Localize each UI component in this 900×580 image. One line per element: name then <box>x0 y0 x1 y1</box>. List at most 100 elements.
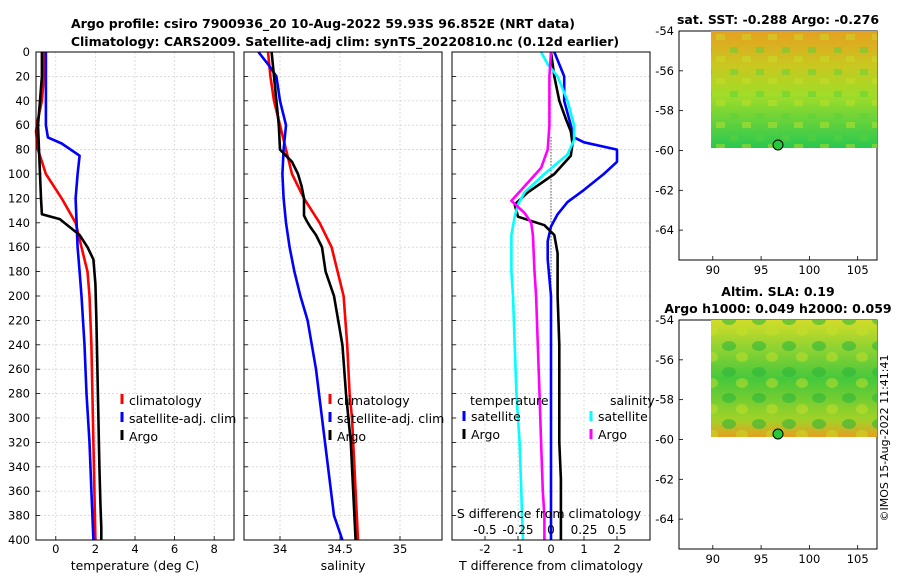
series-line-satellite-adj-clim <box>257 51 344 541</box>
sst-map-title: sat. SST: -0.288 Argo: -0.276 <box>677 12 879 27</box>
x-tick-label: 34 <box>273 542 288 556</box>
sla-field-texture <box>711 320 877 437</box>
plot-frame <box>243 51 443 541</box>
series-line-argo <box>270 51 357 541</box>
secondary-tick-label: -0.25 <box>502 523 533 537</box>
legend-label: Argo <box>129 429 158 444</box>
legend-label: satellite <box>471 409 521 424</box>
map-lon-label: 90 <box>705 552 720 566</box>
map-lat-label: -64 <box>655 512 674 526</box>
series-line-salinity-satellite <box>510 51 576 541</box>
map-lon-label: 95 <box>754 263 769 277</box>
plot-frame <box>451 51 651 541</box>
map-lon-label: 95 <box>754 552 769 566</box>
y-tick-label: 380 <box>8 509 30 523</box>
y-tick-label: 140 <box>8 216 30 230</box>
title-line1: Argo profile: csiro 7900936_20 10-Aug-20… <box>71 16 575 32</box>
map-lat-label: -56 <box>655 353 674 367</box>
series-line-salinity-argo <box>510 51 553 540</box>
y-tick-label: 200 <box>8 289 30 303</box>
sla-axes: -54 -56 -58 -60 -62 -64 90 95 100 105 <box>655 313 868 566</box>
legend-label: satellite-adj. clim <box>337 411 444 426</box>
y-tick-label: 220 <box>8 313 30 327</box>
x-tick-label: 0 <box>52 542 59 556</box>
title-line2: Climatology: CARS2009. Satellite-adj cli… <box>71 34 619 50</box>
legend-title-temperature: temperature <box>470 393 549 408</box>
plot-frame <box>35 51 235 541</box>
map-lat-label: -56 <box>655 64 674 78</box>
series-line-argo <box>36 52 103 540</box>
legend-title-salinity: salinity <box>610 393 655 408</box>
map-lat-label: -62 <box>655 183 674 197</box>
y-tick-label: 300 <box>8 411 30 425</box>
map-lon-label: 105 <box>847 552 869 566</box>
map-lat-label: -60 <box>655 432 674 446</box>
secondary-tick-label: 0.5 <box>607 523 626 537</box>
y-tick-label: 320 <box>8 435 30 449</box>
y-tick-label: 240 <box>8 338 30 352</box>
sst-profile-marker <box>772 139 784 151</box>
map-lat-label: -58 <box>655 393 674 407</box>
map-lat-label: -64 <box>655 223 674 237</box>
x-tick-label: -2 <box>479 542 490 556</box>
x-tick-label: 34.5 <box>327 542 353 556</box>
y-tick-label: 60 <box>15 118 30 132</box>
x-axis-label: salinity <box>321 558 366 573</box>
series-line-satellite-adj-clim <box>44 52 95 541</box>
map-lat-label: -60 <box>655 143 674 157</box>
map-lon-label: 100 <box>798 552 820 566</box>
y-tick-label: 40 <box>15 94 30 108</box>
y-tick-label: 360 <box>8 484 30 498</box>
sla-map-title-1: Altim. SLA: 0.19 <box>721 284 834 299</box>
sst-axes: -54 -56 -58 -60 -62 -64 90 95 100 105 <box>655 24 868 277</box>
y-tick-label: 260 <box>8 362 30 376</box>
x-tick-label: 0 <box>547 542 554 556</box>
map-lon-label: 105 <box>847 263 869 277</box>
secondary-axis-label: S difference from climatology <box>457 506 642 521</box>
credit-text: ©IMOS 15-Aug-2022 11:41:41 <box>878 355 891 522</box>
secondary-tick-label: 0.25 <box>571 523 598 537</box>
temperature-panel: 0204060801001201401601802002202402602803… <box>8 45 236 573</box>
secondary-tick-label: 0 <box>547 523 555 537</box>
sst-field-texture <box>711 31 877 148</box>
legend-label: satellite <box>598 409 648 424</box>
x-tick-label: -1 <box>512 542 523 556</box>
x-tick-label: 2 <box>92 542 99 556</box>
x-axis-label: temperature (deg C) <box>71 558 200 573</box>
legend-label: Argo <box>598 427 627 442</box>
x-tick-label: 8 <box>211 542 218 556</box>
map-lat-label: -58 <box>655 104 674 118</box>
y-tick-label: 20 <box>15 69 30 83</box>
y-tick-label: 80 <box>15 143 30 157</box>
series-line-temperature-satellite <box>546 51 619 540</box>
y-tick-label: 280 <box>8 387 30 401</box>
legend-label: satellite-adj. clim <box>129 411 236 426</box>
series-line-temperature-argo <box>513 51 574 540</box>
map-lon-label: 100 <box>798 263 820 277</box>
y-tick-label: 400 <box>8 533 30 547</box>
y-tick-label: 160 <box>8 240 30 254</box>
sla-profile-marker <box>772 428 784 440</box>
x-axis-label: T difference from climatology <box>458 558 644 573</box>
map-lat-label: -62 <box>655 472 674 486</box>
legend-label: climatology <box>337 393 410 408</box>
x-tick-label: 6 <box>171 542 178 556</box>
x-tick-label: 1 <box>580 542 587 556</box>
y-tick-label: 180 <box>8 265 30 279</box>
x-tick-label: 4 <box>131 542 138 556</box>
sla-map-title-2: Argo h1000: 0.049 h2000: 0.059 <box>664 301 891 316</box>
y-tick-label: 0 <box>23 45 30 59</box>
difference-panel: -2 -1 0 1 2 T difference from climatology temp… <box>451 51 655 573</box>
map-lat-label: -54 <box>655 24 674 38</box>
x-tick-label: 2 <box>613 542 620 556</box>
sla-map: Altim. SLA: 0.19 Argo h1000: 0.049 h2000… <box>655 284 891 566</box>
map-lon-label: 90 <box>705 263 720 277</box>
legend-label: Argo <box>337 429 366 444</box>
secondary-tick-label: -0.5 <box>473 523 496 537</box>
map-lat-label: -54 <box>655 313 674 327</box>
sst-map: sat. SST: -0.288 Argo: -0.276 -54-56-58-… <box>655 12 879 277</box>
y-tick-label: 120 <box>8 191 30 205</box>
x-tick-label: 35 <box>393 542 408 556</box>
y-tick-label: 340 <box>8 460 30 474</box>
